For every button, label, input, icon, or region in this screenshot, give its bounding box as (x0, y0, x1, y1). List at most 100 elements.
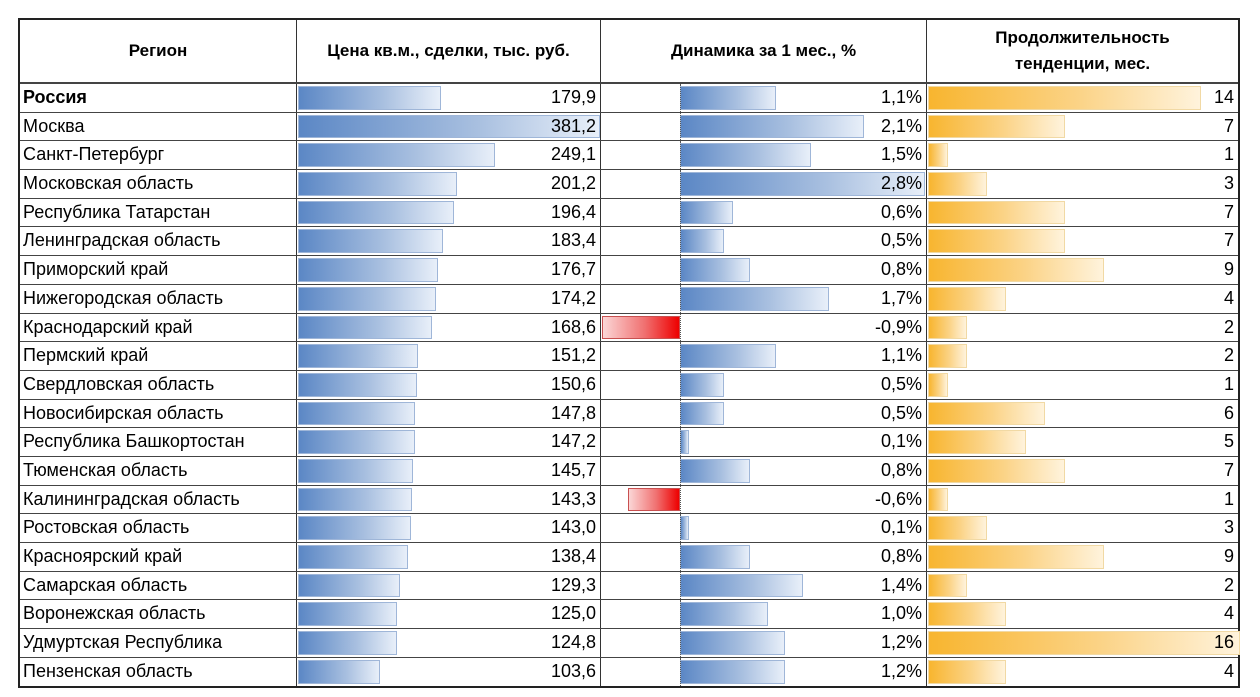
table-row: Самарская область 129,3 1,4% 2 (20, 571, 1238, 601)
dynamics-cell: 1,1% (601, 342, 927, 370)
zero-axis-line (680, 485, 681, 514)
duration-data-bar (928, 602, 1006, 627)
price-cell: 124,8 (297, 629, 601, 657)
duration-cell: 4 (927, 285, 1238, 313)
table-header: Регион Цена кв.м., сделки, тыс. руб. Дин… (20, 20, 1238, 84)
price-data-bar (298, 143, 496, 168)
region-name: Красноярский край (20, 543, 297, 571)
dynamics-value: 1,1% (880, 87, 922, 107)
dynamics-cell: 1,2% (601, 657, 927, 687)
duration-data-bar (928, 430, 1026, 454)
duration-cell: 7 (927, 457, 1238, 485)
price-cell: 138,4 (297, 543, 601, 571)
table-row: Краснодарский край 168,6 -0,9% 2 (20, 313, 1238, 343)
duration-value: 1 (1223, 373, 1234, 394)
region-name: Удмуртская Республика (20, 629, 297, 657)
duration-cell: 5 (927, 428, 1238, 456)
region-name: Республика Татарстан (20, 198, 297, 227)
price-data-bar (298, 86, 441, 110)
dynamics-cell: 1,7% (601, 284, 927, 313)
zero-axis-line (680, 313, 681, 342)
price-value: 103,6 (550, 660, 596, 681)
price-data-bar (298, 458, 414, 483)
duration-data-bar (928, 344, 967, 368)
dynamics-value: 0,1% (880, 431, 922, 452)
table-row: Приморский край 176,7 0,8% 9 (20, 256, 1238, 285)
positive-dynamics-bar (680, 344, 777, 368)
positive-dynamics-bar (680, 286, 829, 311)
zero-axis-line (680, 198, 681, 227)
duration-data-bar (928, 315, 967, 340)
positive-dynamics-bar (680, 659, 785, 685)
price-cell: 249,1 (297, 141, 601, 170)
dynamics-value: 1,1% (880, 345, 922, 366)
duration-cell: 3 (927, 170, 1238, 198)
duration-value: 7 (1223, 230, 1234, 251)
price-data-bar (298, 258, 438, 282)
table-row: Санкт-Петербург 249,1 1,5% 1 (20, 141, 1238, 171)
dynamics-cell: 1,2% (601, 629, 927, 657)
dynamics-value: 0,5% (880, 402, 922, 423)
zero-axis-line (680, 543, 681, 571)
dynamics-cell: 0,5% (601, 370, 927, 399)
region-name: Ленинградская область (20, 227, 297, 256)
positive-dynamics-bar (680, 401, 724, 426)
table-row: Москва 381,2 2,1% 7 (20, 112, 1238, 142)
price-value: 143,3 (550, 488, 596, 509)
duration-value: 9 (1223, 546, 1234, 566)
duration-value: 4 (1223, 287, 1234, 308)
price-cell: 381,2 (297, 112, 601, 141)
price-value: 145,7 (550, 459, 596, 480)
positive-dynamics-bar (680, 430, 689, 454)
duration-data-bar (928, 573, 967, 598)
duration-value: 5 (1223, 431, 1234, 452)
dynamics-value: 0,5% (880, 373, 922, 394)
price-value: 381,2 (550, 115, 596, 136)
dynamics-value: 1,5% (880, 144, 922, 165)
price-data-bar (298, 487, 412, 512)
dynamics-value: -0,9% (874, 316, 922, 337)
price-cell: 183,4 (297, 227, 601, 256)
price-cell: 151,2 (297, 342, 601, 370)
zero-axis-line (680, 399, 681, 428)
price-value: 143,0 (550, 517, 596, 538)
dynamics-value: 0,6% (880, 201, 922, 222)
dynamics-value: 1,4% (880, 574, 922, 595)
region-name: Республика Башкортостан (20, 428, 297, 456)
price-value: 179,9 (550, 87, 596, 107)
dynamics-cell: 1,4% (601, 571, 927, 600)
positive-dynamics-bar (680, 458, 750, 483)
price-value: 150,6 (550, 373, 596, 394)
duration-cell: 16 (927, 629, 1240, 657)
region-name: Краснодарский край (20, 313, 297, 342)
price-cell: 147,2 (297, 428, 601, 456)
region-name: Санкт-Петербург (20, 141, 297, 170)
positive-dynamics-bar (680, 114, 864, 139)
duration-value: 1 (1223, 488, 1234, 509)
header-duration-line1: Продолжительность (995, 28, 1170, 47)
duration-value: 7 (1223, 201, 1234, 222)
price-data-bar (298, 344, 418, 368)
price-data-bar (298, 315, 432, 340)
price-data-bar (298, 573, 401, 598)
duration-value: 2 (1223, 574, 1234, 595)
dynamics-value: 1,0% (880, 603, 922, 624)
duration-value: 7 (1223, 459, 1234, 480)
duration-data-bar (928, 143, 948, 168)
positive-dynamics-bar (680, 545, 750, 569)
duration-value: 14 (1213, 87, 1234, 107)
price-data-bar (298, 229, 444, 254)
price-cell: 174,2 (297, 284, 601, 313)
duration-data-bar (928, 401, 1045, 426)
zero-axis-line (680, 170, 681, 198)
duration-value: 7 (1223, 115, 1234, 136)
dynamics-cell: 1,1% (601, 84, 927, 112)
duration-data-bar (928, 631, 1240, 655)
positive-dynamics-bar (680, 143, 812, 168)
positive-dynamics-bar (680, 631, 785, 655)
table-row: Нижегородская область 174,2 1,7% 4 (20, 284, 1238, 314)
zero-axis-line (680, 370, 681, 399)
table-row: Тюменская область 145,7 0,8% 7 (20, 456, 1238, 486)
region-name: Ростовская область (20, 514, 297, 542)
price-value: 129,3 (550, 574, 596, 595)
